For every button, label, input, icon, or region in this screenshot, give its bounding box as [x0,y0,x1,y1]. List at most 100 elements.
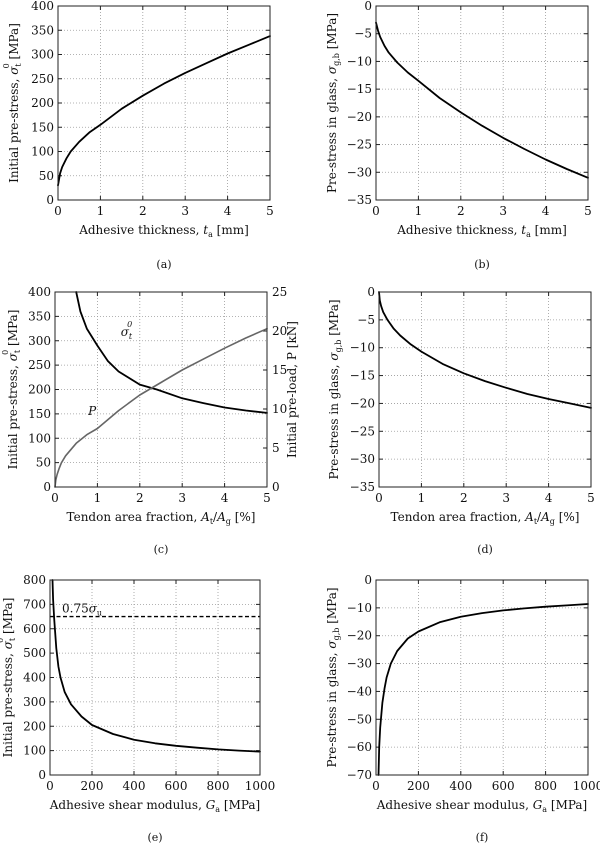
series-line-p [54,327,268,488]
y-tick-label: −20 [350,396,375,410]
y-tick-label: 350 [28,309,51,323]
x-tick-label: 600 [165,779,188,793]
x-tick-label: 0 [51,491,59,505]
x-tick-label: 4 [542,204,550,218]
x-axis-label: Tendon area fraction, At/Ag [%] [391,510,580,526]
x-tick-label: 1 [415,204,423,218]
y-tick-label: −40 [347,684,372,698]
y-tick-label: −25 [347,138,372,152]
y-right-tick-label: 25 [272,285,287,299]
x-axis-label: Tendon area fraction, At/Ag [%] [67,510,256,526]
y-tick-label: −30 [347,165,372,179]
y-tick-label: 0 [364,573,372,587]
x-tick-label: 5 [587,491,595,505]
x-tick-label: 200 [407,779,430,793]
y-right-tick-label: 15 [272,363,287,377]
y-tick-label: −35 [350,480,375,494]
y-tick-label: 400 [28,285,51,299]
plot-frame [375,579,589,776]
series-line-main [375,21,589,179]
y-tick-label: 300 [23,695,46,709]
subplot-e: 0 200 400 600 800 1000 0 100 200 300 400 500 600 700 8… [0,573,275,844]
y-tick-label: −10 [347,601,372,615]
x-tick-label: 5 [266,204,274,218]
x-tick-label: 4 [545,491,553,505]
y-tick-label: 100 [28,431,51,445]
x-tick-label: 3 [178,491,186,505]
y-tick-label: 250 [31,72,54,86]
y-tick-label: −35 [347,193,372,207]
subplot-d: 0 1 2 3 4 5 −35 −30 −25 −20 −15 −10 −5 0 Tendon area f… [327,285,595,556]
y-tick-label: −25 [350,424,375,438]
x-tick-label: 1000 [245,779,276,793]
x-tick-label: 1 [94,491,102,505]
x-tick-label: 0 [54,204,62,218]
x-tick-label: 2 [136,491,144,505]
y-tick-label: 50 [39,169,54,183]
series-annotation: σt0 [121,320,133,341]
y-tick-label: 0 [43,480,51,494]
y-tick-label: −30 [350,452,375,466]
x-tick-label: 2 [457,204,465,218]
x-tick-label: 3 [499,204,507,218]
x-axis-label: Adhesive thickness, ta [mm] [396,223,567,239]
y-axis-label: Pre-stress in glass, σg,b [MPa] [325,587,341,767]
subplot-b: 0 1 2 3 4 5 −35 −30 −25 −20 −15 −10 −5 0 Adhesive thic… [325,0,592,271]
y-tick-label: 0 [38,768,46,782]
y-tick-label: 800 [23,573,46,587]
y-tick-label: 200 [31,96,54,110]
x-tick-label: 5 [584,204,592,218]
plot-frame [375,5,589,201]
y-axis-label: Pre-stress in glass, σg,b [MPa] [325,13,341,193]
y-tick-label: 200 [28,383,51,397]
y-tick-label: 700 [23,597,46,611]
x-tick-label: 4 [224,204,232,218]
y-axis-label: Initial pre-stress, σt0 [MPa] [2,23,23,183]
x-axis-label: Adhesive shear modulus, Ga [MPa] [49,798,260,814]
subplot-caption: (a) [156,258,171,271]
x-tick-label: 0 [372,204,380,218]
y-tick-label: −15 [347,82,372,96]
y-axis-label: Pre-stress in glass, σg,b [MPa] [327,299,343,479]
series-line-main [57,35,271,187]
x-tick-label: 1 [418,491,426,505]
series-line-main [378,291,592,409]
threshold-label: 0.75σu [62,602,102,618]
series-line-main [377,603,589,776]
x-axis-label: Adhesive thickness, ta [mm] [78,223,249,239]
y-tick-label: −5 [354,27,372,41]
x-tick-label: 600 [492,779,515,793]
series-annotation: P [87,404,97,418]
x-tick-label: 3 [181,204,189,218]
y-tick-label: 600 [23,622,46,636]
y-tick-label: −5 [357,313,375,327]
x-tick-label: 3 [502,491,510,505]
y-tick-label: −10 [350,341,375,355]
subplot-caption: (d) [477,543,493,556]
subplot-f: 0 200 400 600 800 1000 −70 −60 −50 −40 −30 −20 −10 0 A… [325,573,600,844]
y-tick-label: −70 [347,768,372,782]
series-line-main [51,579,261,753]
x-tick-label: 5 [263,491,271,505]
y-tick-label: 300 [28,334,51,348]
subplot-caption: (f) [476,831,489,844]
y-tick-label: 300 [31,48,54,62]
y-tick-label: −30 [347,657,372,671]
x-tick-label: 4 [221,491,229,505]
plot-frame [54,291,268,488]
y-tick-label: 100 [23,744,46,758]
y-tick-label: 500 [23,646,46,660]
x-tick-label: 400 [123,779,146,793]
y-tick-label: 150 [31,120,54,134]
plot-frame [49,579,261,776]
y-right-tick-label: 20 [272,324,287,338]
x-tick-label: 0 [372,779,380,793]
x-tick-label: 200 [81,779,104,793]
y-tick-label: 250 [28,358,51,372]
y-tick-label: −50 [347,712,372,726]
x-tick-label: 800 [207,779,230,793]
x-tick-label: 400 [449,779,472,793]
y-tick-label: −20 [347,629,372,643]
